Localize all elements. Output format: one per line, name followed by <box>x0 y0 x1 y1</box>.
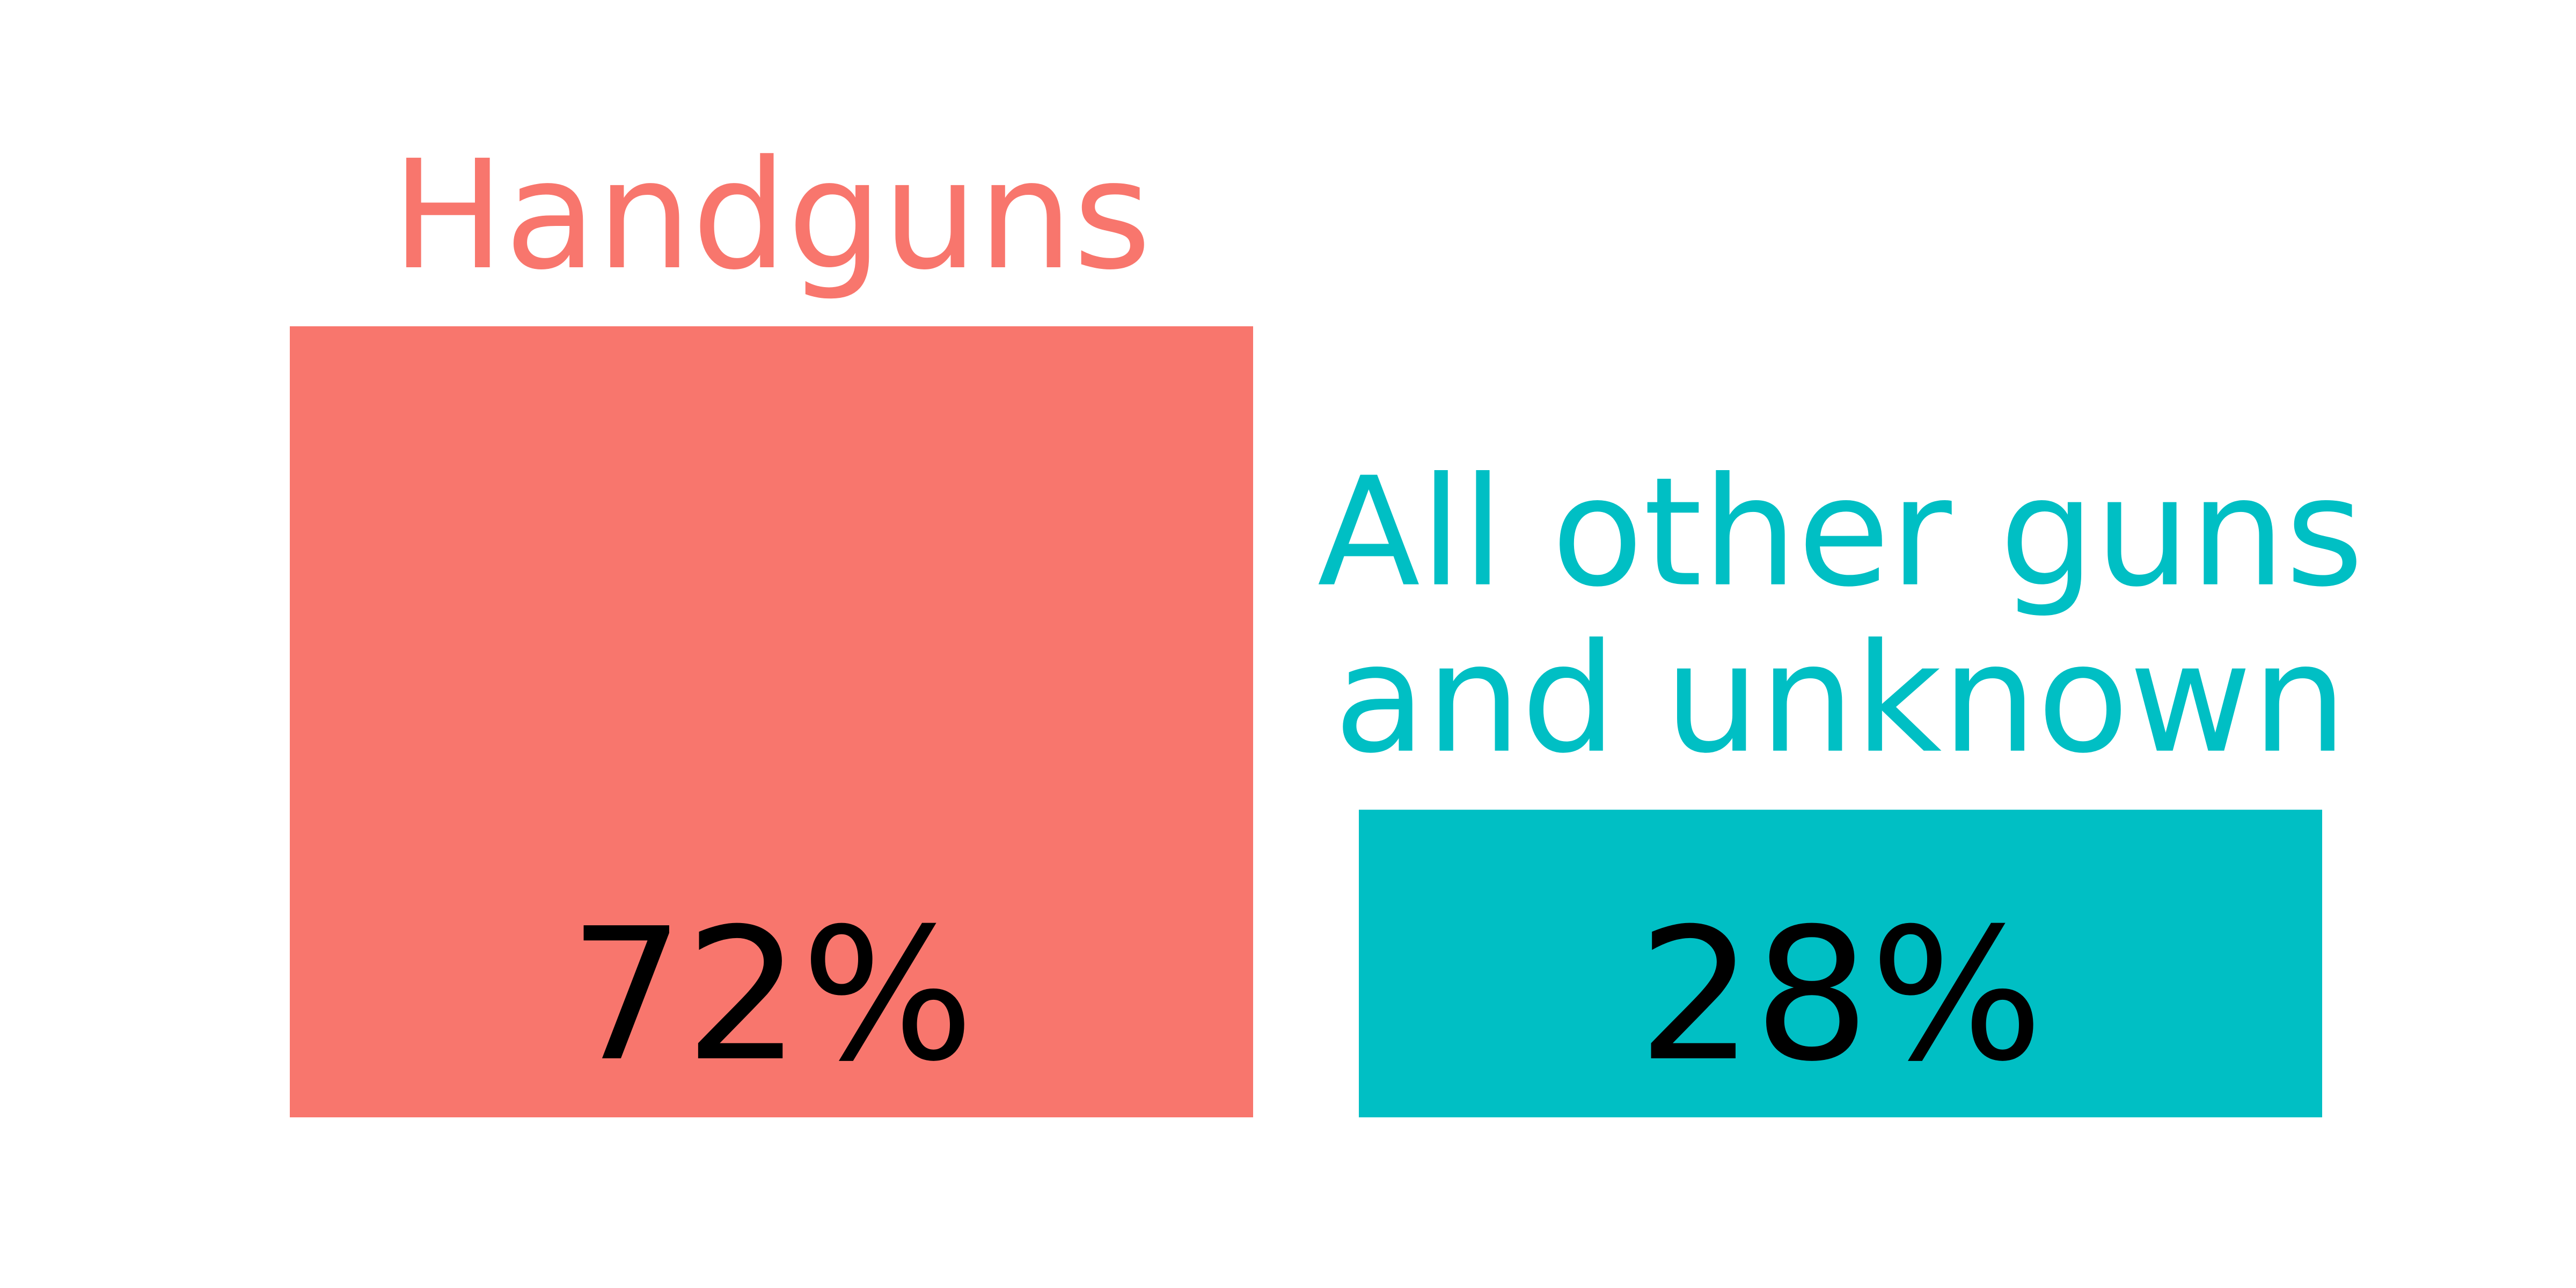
value-label-1: 28% <box>1638 889 2044 1102</box>
bars-group <box>290 326 2322 1117</box>
category-label-1-line-0: All other guns <box>1318 445 2364 620</box>
value-labels-group: 72% 28% <box>569 889 2044 1102</box>
category-label-0-line-0: Handguns <box>392 128 1152 303</box>
category-label-1-line-1: and unknown <box>1334 612 2347 787</box>
value-label-0: 72% <box>569 889 975 1102</box>
bar-0 <box>290 326 1253 1117</box>
bar-1 <box>1359 809 2322 1117</box>
